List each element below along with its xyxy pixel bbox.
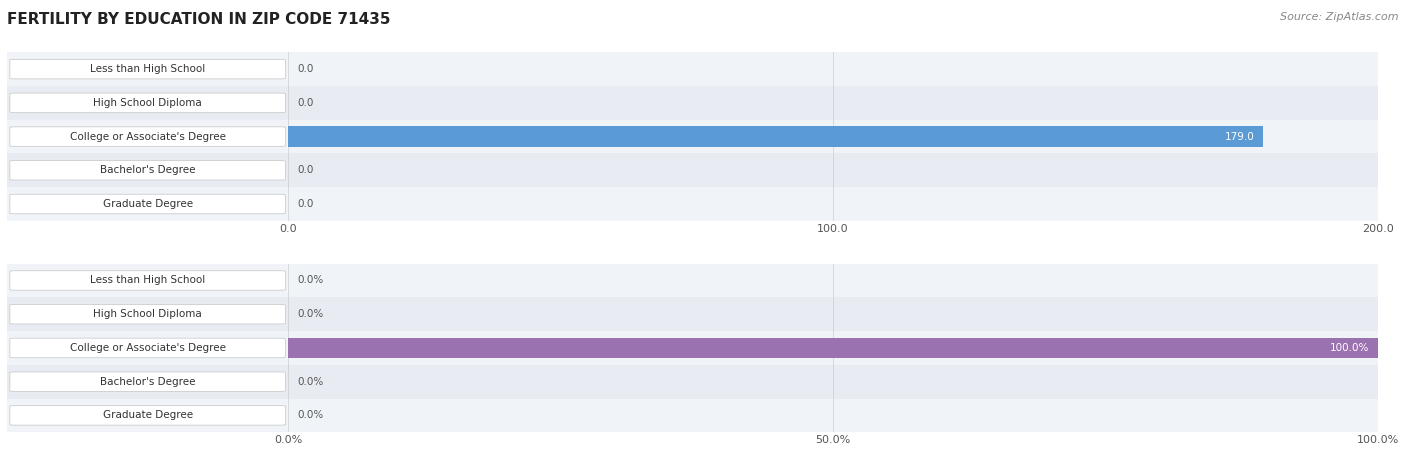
Text: Graduate Degree: Graduate Degree [103,199,193,209]
Text: High School Diploma: High School Diploma [93,98,202,108]
FancyBboxPatch shape [10,161,285,180]
Bar [288,399,1378,432]
Text: 0.0%: 0.0% [297,309,323,319]
Text: Bachelor's Degree: Bachelor's Degree [100,165,195,175]
FancyBboxPatch shape [10,372,285,391]
Bar [288,52,1378,86]
Text: Less than High School: Less than High School [90,276,205,285]
Text: High School Diploma: High School Diploma [93,309,202,319]
FancyBboxPatch shape [10,127,285,146]
Bar [288,338,1378,358]
Text: FERTILITY BY EDUCATION IN ZIP CODE 71435: FERTILITY BY EDUCATION IN ZIP CODE 71435 [7,12,391,27]
Text: 100.0%: 100.0% [1330,343,1369,353]
Text: 0.0: 0.0 [297,199,314,209]
Bar [7,331,288,365]
Bar [288,86,1378,120]
Bar [7,86,288,120]
Bar [288,264,1378,297]
FancyBboxPatch shape [10,406,285,425]
Bar [7,365,288,399]
Bar [7,120,288,153]
Text: Source: ZipAtlas.com: Source: ZipAtlas.com [1281,12,1399,22]
Text: 0.0%: 0.0% [297,377,323,387]
Bar [7,52,288,86]
Text: 179.0: 179.0 [1225,132,1254,142]
Bar [288,365,1378,399]
Text: College or Associate's Degree: College or Associate's Degree [70,343,225,353]
Text: 0.0%: 0.0% [297,410,323,420]
Text: Bachelor's Degree: Bachelor's Degree [100,377,195,387]
Bar [288,187,1378,221]
Bar [7,153,288,187]
FancyBboxPatch shape [10,338,285,358]
Text: 0.0: 0.0 [297,165,314,175]
Bar [288,120,1378,153]
Bar [7,187,288,221]
Text: 0.0: 0.0 [297,64,314,74]
FancyBboxPatch shape [10,93,285,113]
Bar [288,331,1378,365]
Text: 0.0%: 0.0% [297,276,323,285]
Bar [288,297,1378,331]
Bar [288,153,1378,187]
FancyBboxPatch shape [10,59,285,79]
FancyBboxPatch shape [10,304,285,324]
FancyBboxPatch shape [10,194,285,214]
Text: Less than High School: Less than High School [90,64,205,74]
FancyBboxPatch shape [10,271,285,290]
Bar [7,264,288,297]
Bar [7,399,288,432]
Text: 0.0: 0.0 [297,98,314,108]
Text: College or Associate's Degree: College or Associate's Degree [70,132,225,142]
Bar [7,297,288,331]
Text: Graduate Degree: Graduate Degree [103,410,193,420]
Bar [288,126,1264,147]
